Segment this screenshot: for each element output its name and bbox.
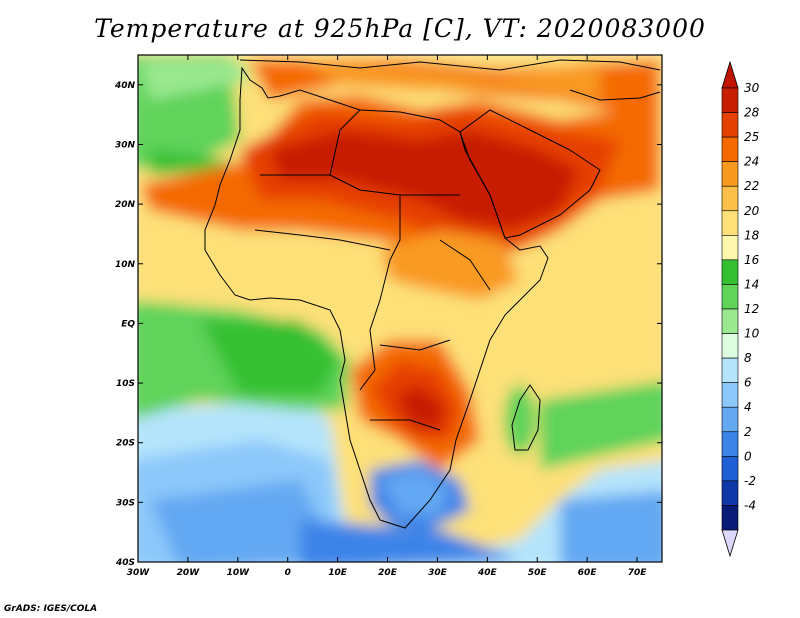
colorbar-label: -2 xyxy=(744,474,756,488)
colorbar-swatch xyxy=(721,382,739,408)
lat-tick-label: 10N xyxy=(115,260,136,270)
lon-tick-label: 20W xyxy=(177,568,201,578)
colorbar-swatch xyxy=(721,259,739,285)
colorbar-label: 28 xyxy=(744,106,760,120)
map-title: Temperature at 925hPa [C], VT: 202008300… xyxy=(94,14,706,43)
colorbar-label: 14 xyxy=(744,277,759,291)
lat-tick-label: 10S xyxy=(116,379,135,389)
lat-tick-label: 20S xyxy=(116,439,135,449)
colorbar-label: 20 xyxy=(744,204,760,218)
colorbar-swatch xyxy=(721,136,739,162)
lon-tick-label: 20E xyxy=(378,568,398,578)
lon-tick-label: 30E xyxy=(428,568,448,578)
lat-tick-label: 20N xyxy=(115,200,136,210)
colorbar-swatch xyxy=(721,308,739,334)
colorbar-swatch xyxy=(721,185,739,212)
colorbar-label: 16 xyxy=(744,253,760,267)
lon-tick-label: 40E xyxy=(477,568,498,578)
colorbar-label: 10 xyxy=(744,327,760,341)
plot-frame xyxy=(137,54,663,563)
country-outlines xyxy=(204,59,661,529)
colorbar-swatch xyxy=(721,505,739,531)
colorbar-label: 2 xyxy=(744,425,752,439)
colorbar-bottom-arrow xyxy=(721,529,739,558)
colorbar-swatch xyxy=(721,161,739,187)
colorbar-label: 18 xyxy=(744,228,760,242)
colorbar-label: 6 xyxy=(744,376,752,390)
colorbar-swatch xyxy=(721,235,739,261)
colorbar-label: 25 xyxy=(744,130,759,144)
colorbar-swatch xyxy=(721,333,739,359)
colorbar-top-arrow xyxy=(721,60,739,89)
lat-tick-label: 30S xyxy=(116,498,135,508)
lon-tick-label: 10W xyxy=(227,568,251,578)
latitude-axis: 40N 30N 20N 10N EQ 10S 20S 30S 40S xyxy=(114,81,662,568)
colorbar-label: 22 xyxy=(744,179,759,193)
colorbar-swatch xyxy=(721,456,739,482)
lon-tick-label: 10E xyxy=(328,568,348,578)
colorbar-swatch xyxy=(721,112,739,138)
colorbar-label: 8 xyxy=(744,351,752,365)
lon-tick-label: 70E xyxy=(628,568,648,578)
lon-tick-label: 60E xyxy=(578,568,598,578)
colorbar-swatch xyxy=(721,210,739,236)
colorbar-swatch xyxy=(721,406,739,433)
colorbar-label: 4 xyxy=(744,400,752,414)
colorbar-label: -4 xyxy=(744,498,756,512)
colorbar-label: 30 xyxy=(744,81,760,95)
lat-tick-label: 40N xyxy=(114,81,136,91)
colorbar-label: 12 xyxy=(744,302,759,316)
temperature-field xyxy=(138,55,662,562)
lon-tick-label: 30W xyxy=(127,568,151,578)
colorbar-swatch xyxy=(721,357,739,383)
colorbar-label: 24 xyxy=(744,155,759,169)
lon-tick-label: 50E xyxy=(528,568,548,578)
lat-tick-label: 40S xyxy=(115,558,135,568)
colorbar-swatch xyxy=(721,431,739,457)
longitude-axis: 30W 20W 10W 0 10E 20E 30E 40E 50E 60E 70E xyxy=(127,55,647,578)
lat-tick-label: EQ xyxy=(121,319,135,329)
grads-credit: GrADS: IGES/COLA xyxy=(4,604,98,614)
colorbar-swatch xyxy=(721,480,739,506)
lon-tick-label: 0 xyxy=(285,568,291,578)
colorbar-label: 0 xyxy=(744,449,752,463)
lat-tick-label: 30N xyxy=(115,140,136,150)
colorbar-swatch xyxy=(721,87,739,113)
colorbar-swatch xyxy=(721,284,739,310)
